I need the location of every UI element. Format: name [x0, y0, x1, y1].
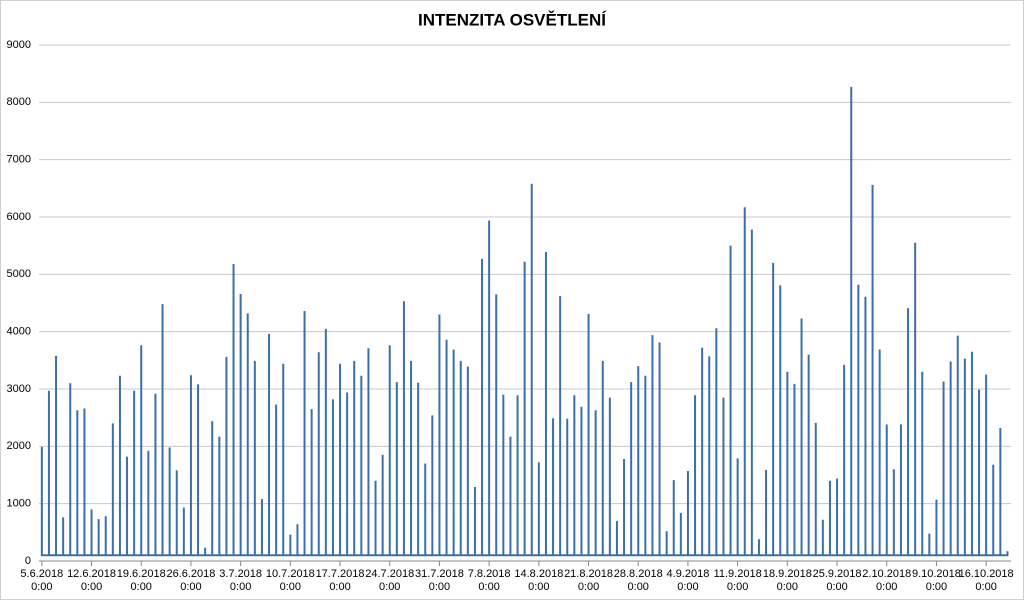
- x-tick-label: 31.7.2018 0:00: [414, 568, 464, 593]
- x-tick-label: 2.10.2018 0:00: [862, 568, 912, 593]
- y-tick-label: 7000: [7, 154, 31, 166]
- x-tick-label: 4.9.2018 0:00: [666, 568, 710, 593]
- x-tick-label: 26.6.2018 0:00: [166, 568, 216, 593]
- x-tick-label: 21.8.2018 0:00: [564, 568, 613, 593]
- y-tick-label: 6000: [7, 211, 31, 223]
- y-tick-label: 8000: [7, 96, 31, 108]
- x-tick-label: 14.8.2018 0:00: [514, 568, 564, 593]
- y-tick-label: 2000: [7, 440, 31, 452]
- y-tick-label: 0: [25, 555, 31, 567]
- x-tick-label: 11.9.2018 0:00: [713, 568, 762, 593]
- x-tick-label: 10.7.2018 0:00: [265, 568, 315, 593]
- chart-title: INTENZITA OSVĚTLENÍ: [418, 10, 607, 29]
- y-tick-label: 4000: [7, 326, 31, 338]
- data-line: [40, 86, 1009, 557]
- x-tick-label: 3.7.2018 0:00: [219, 568, 263, 593]
- x-tick-label: 19.6.2018 0:00: [116, 568, 166, 593]
- x-tick-label: 9.10.2018 0:00: [911, 568, 961, 593]
- x-tick-label: 12.6.2018 0:00: [67, 568, 116, 593]
- y-tick-label: 9000: [7, 39, 31, 51]
- x-tick-label: 28.8.2018 0:00: [613, 568, 663, 593]
- x-tick-label: 5.6.2018 0:00: [20, 568, 64, 593]
- x-tick-label: 25.9.2018 0:00: [812, 568, 862, 593]
- y-tick-label: 5000: [7, 268, 31, 280]
- x-tick-label: 17.7.2018 0:00: [315, 568, 365, 593]
- x-tick-label: 16.10.2018 0:00: [958, 568, 1014, 593]
- y-tick-label: 1000: [7, 498, 31, 510]
- x-tick-label: 7.8.2018 0:00: [467, 568, 511, 593]
- x-tick-label: 24.7.2018 0:00: [365, 568, 415, 593]
- y-tick-label: 3000: [7, 383, 31, 395]
- x-tick-label: 18.9.2018 0:00: [762, 568, 812, 593]
